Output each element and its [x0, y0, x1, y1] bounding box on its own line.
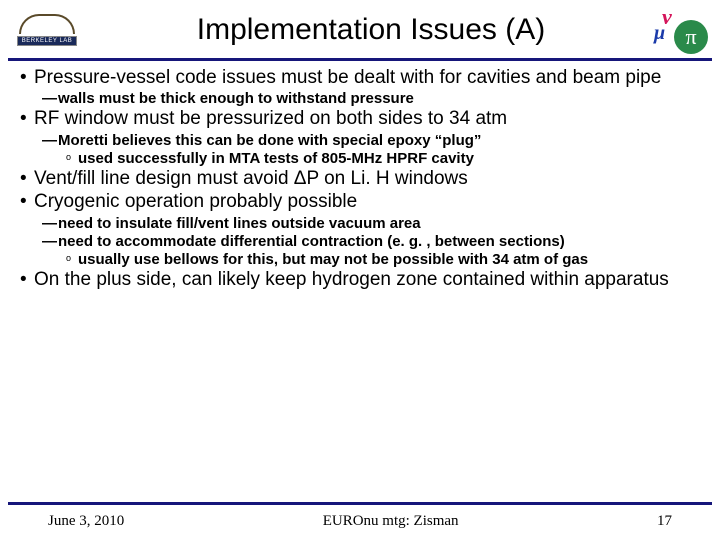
slide-footer: June 3, 2010 EUROnu mtg: Zisman 17 — [0, 502, 720, 530]
footer-date: June 3, 2010 — [48, 513, 124, 530]
footer-row: June 3, 2010 EUROnu mtg: Zisman 17 — [24, 513, 696, 530]
bullet-l2: Moretti believes this can be done with s… — [18, 132, 702, 150]
mu-icon: μ — [654, 22, 665, 45]
pi-icon: π — [674, 20, 708, 54]
arch-icon — [19, 14, 75, 34]
nu-pi-logo: ν μ π — [654, 4, 710, 56]
bullet-l1: On the plus side, can likely keep hydrog… — [18, 269, 702, 291]
bullet-l1: RF window must be pressurized on both si… — [18, 108, 702, 130]
bullet-l1: Vent/fill line design must avoid ΔP on L… — [18, 168, 702, 190]
bullet-l1: Cryogenic operation probably possible — [18, 191, 702, 213]
bullet-l2: need to insulate fill/vent lines outside… — [18, 215, 702, 233]
bullet-l3: usually use bellows for this, but may no… — [18, 251, 702, 269]
footer-center: EUROnu mtg: Zisman — [323, 513, 459, 530]
bullet-l3: used successfully in MTA tests of 805-MH… — [18, 150, 702, 168]
berkeley-lab-logo: BERKELEY LAB — [6, 4, 88, 56]
bullet-l2: walls must be thick enough to withstand … — [18, 90, 702, 108]
footer-page: 17 — [657, 513, 672, 530]
footer-rule — [8, 502, 712, 505]
bullet-l2: need to accommodate differential contrac… — [18, 233, 702, 251]
slide-header: BERKELEY LAB Implementation Issues (A) ν… — [0, 0, 720, 58]
slide-title: Implementation Issues (A) — [88, 13, 654, 47]
slide-content: Pressure-vessel code issues must be deal… — [0, 61, 720, 291]
lab-label: BERKELEY LAB — [17, 36, 78, 46]
bullet-l1: Pressure-vessel code issues must be deal… — [18, 67, 702, 89]
